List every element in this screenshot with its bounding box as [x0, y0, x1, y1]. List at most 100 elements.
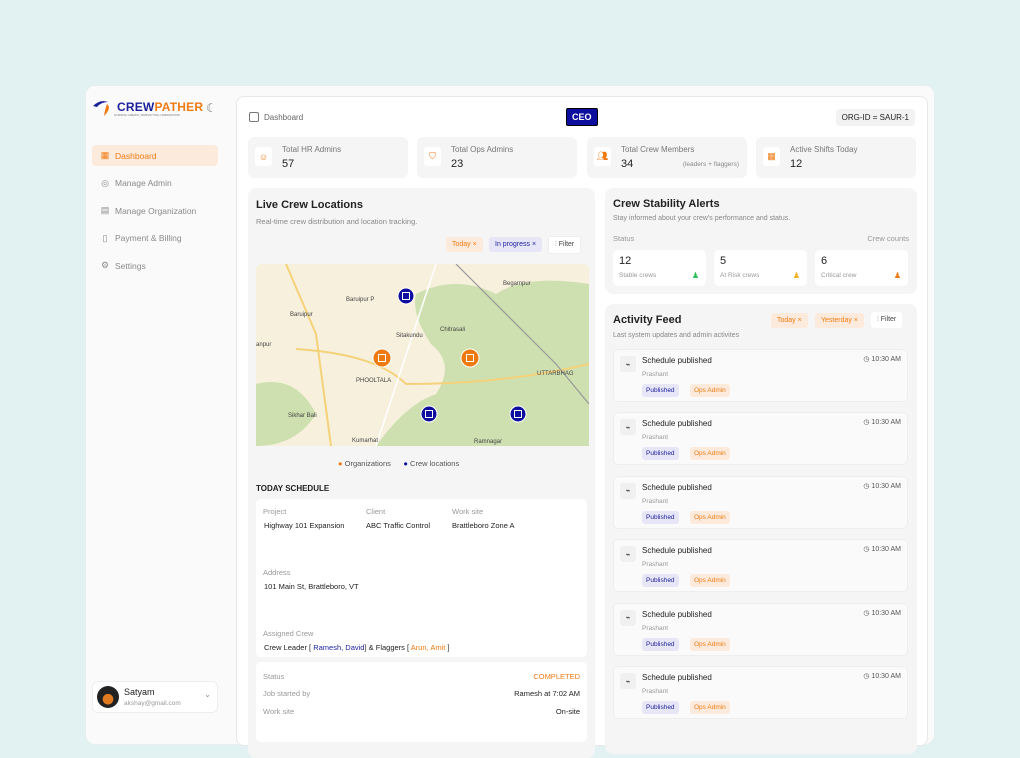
sidebar-item-dashboard[interactable]: ▦ Dashboard: [92, 145, 218, 166]
time: 10:30 AM: [871, 673, 901, 680]
activity-item[interactable]: ⌁Schedule publishedPrashant◷ 10:30 AMPub…: [613, 666, 908, 719]
map-label: Sitakundu: [396, 333, 423, 339]
crew-location-pin[interactable]: [421, 406, 437, 422]
label: At Risk crews: [720, 272, 759, 279]
published-badge: Published: [642, 638, 679, 651]
activity-item[interactable]: ⌁Schedule publishedPrashant◷ 10:30 AMPub…: [613, 476, 908, 529]
activity-item[interactable]: ⌁Schedule publishedPrashant◷ 10:30 AMPub…: [613, 603, 908, 656]
grid-icon: ▦: [100, 151, 110, 161]
user-name: Satyam: [124, 687, 155, 697]
breadcrumb: Dashboard: [249, 112, 303, 122]
count: 6: [821, 255, 827, 267]
crew-critical-icon: ♟: [894, 271, 901, 280]
map-label: Baruipur P: [346, 297, 374, 303]
panel-title: Activity Feed: [613, 314, 681, 326]
organization-pin[interactable]: [373, 349, 391, 367]
crew-stable-icon: ♟: [692, 271, 699, 280]
user-email: akshay@gmail.com: [124, 700, 181, 707]
label: Manage Organization: [115, 206, 196, 216]
label: Settings: [115, 261, 146, 271]
site-value: Brattleboro Zone A: [452, 521, 515, 530]
stat-value: 12: [790, 158, 802, 170]
filter-chip-yesterday[interactable]: Yesterday ×: [815, 313, 864, 328]
map-label: Sikhar Bali: [288, 413, 317, 419]
at-risk-crews-card: 5At Risk crews♟: [714, 250, 807, 286]
field-label: Address: [263, 568, 291, 577]
activity-title: Schedule published: [642, 610, 712, 619]
label: Dashboard: [115, 151, 157, 161]
app-window: CREWPATHER GUIDING CREWS, SIMPLIFYING OP…: [85, 85, 935, 745]
user-menu[interactable]: Satyam akshay@gmail.com ⌄: [92, 681, 218, 713]
published-badge: Published: [642, 511, 679, 524]
activity-time: ◷ 10:30 AM: [863, 609, 901, 617]
stat-label: Total Crew Members: [621, 145, 694, 154]
chart-icon: ⌁: [620, 419, 636, 435]
label: Stable crews: [619, 272, 656, 279]
sidebar-nav: ▦ Dashboard ◎Manage Admin ▤ Manage Organiz…: [92, 145, 218, 283]
sidebar-item-payment-billing[interactable]: ▯Payment & Billing: [92, 228, 218, 249]
sidebar-item-manage-admin[interactable]: ◎Manage Admin: [92, 173, 218, 194]
map-label: anpur: [256, 342, 271, 348]
time: 10:30 AM: [871, 356, 901, 363]
crew-location-pin[interactable]: [510, 406, 526, 422]
counts-label: Crew counts: [867, 234, 909, 243]
map-label: UTTARBHAG: [537, 371, 574, 377]
count: 12: [619, 255, 631, 267]
field-label: Work site: [452, 507, 483, 516]
time: 10:30 AM: [871, 610, 901, 617]
ops-admin-badge: Ops Admin: [690, 574, 730, 587]
label: Payment & Billing: [115, 233, 182, 243]
field-label: Status: [263, 672, 284, 681]
sidebar-item-settings[interactable]: ⚙ Settings: [92, 255, 218, 276]
stat-hr-admins: ☺Total HR Admins57: [248, 137, 408, 178]
activity-author: Prashant: [642, 561, 668, 568]
organization-dot-icon: ●: [338, 459, 345, 468]
org-id-badge: ORG-ID = SAUR-1: [836, 109, 915, 126]
time: 10:30 AM: [871, 419, 901, 426]
status-label: Status: [613, 234, 634, 243]
map[interactable]: Baruipur P Baruipur Sitakundu Chitrasali…: [256, 264, 589, 446]
stat-label: Total HR Admins: [282, 145, 341, 154]
activity-item[interactable]: ⌁Schedule publishedPrashant◷ 10:30 AMPub…: [613, 539, 908, 592]
chevron-down-icon[interactable]: ⌄: [204, 690, 211, 699]
gear-icon: ⚙: [100, 261, 110, 271]
map-label: Chitrasali: [440, 327, 465, 333]
activity-title: Schedule published: [642, 483, 712, 492]
activity-author: Prashant: [642, 498, 668, 505]
sidebar-item-manage-organization[interactable]: ▤ Manage Organization: [92, 200, 218, 221]
building-icon: ▤: [100, 206, 110, 216]
map-label: Baruipur: [290, 312, 313, 318]
time: 10:30 AM: [871, 546, 901, 553]
stat-ops-admins: ⛉Total Ops Admins23: [417, 137, 577, 178]
filter-button[interactable]: ⫶ Filter: [871, 312, 902, 328]
field-label: Job started by: [263, 689, 310, 698]
crew-location-pin[interactable]: [398, 288, 414, 304]
dark-mode-moon-icon[interactable]: ☾: [206, 101, 217, 115]
activity-time: ◷ 10:30 AM: [863, 355, 901, 363]
ops-admin-badge: Ops Admin: [690, 638, 730, 651]
field-label: Client: [366, 507, 385, 516]
sidebar-toggle-icon[interactable]: [249, 112, 259, 122]
published-badge: Published: [642, 701, 679, 714]
filter-chip-today[interactable]: Today ×: [771, 313, 808, 328]
crew-risk-icon: ♟: [793, 271, 800, 280]
activity-author: Prashant: [642, 625, 668, 632]
breadcrumb-item[interactable]: Dashboard: [264, 113, 303, 122]
stat-label: Total Ops Admins: [451, 145, 513, 154]
filter-label: Filter: [881, 316, 897, 323]
filter-chip-in-progress[interactable]: In progress ×: [489, 237, 542, 252]
assigned-crew-value: Crew Leader [ Ramesh, David] & Flaggers …: [264, 643, 450, 652]
field-label: Assigned Crew: [263, 629, 313, 638]
activity-title: Schedule published: [642, 673, 712, 682]
activity-item[interactable]: ⌁Schedule publishedPrashant◷ 10:30 AMPub…: [613, 349, 908, 402]
activity-title: Schedule published: [642, 356, 712, 365]
activity-title: Schedule published: [642, 419, 712, 428]
filter-button[interactable]: ⫶ Filter: [548, 236, 581, 254]
map-label: Begampur: [503, 281, 531, 287]
calendar-icon: ▦: [763, 147, 780, 166]
organization-pin[interactable]: [461, 349, 479, 367]
activity-author: Prashant: [642, 688, 668, 695]
activity-item[interactable]: ⌁Schedule publishedPrashant◷ 10:30 AMPub…: [613, 412, 908, 465]
filter-chip-today[interactable]: Today ×: [446, 237, 483, 252]
role-badge: CEO: [566, 108, 598, 126]
